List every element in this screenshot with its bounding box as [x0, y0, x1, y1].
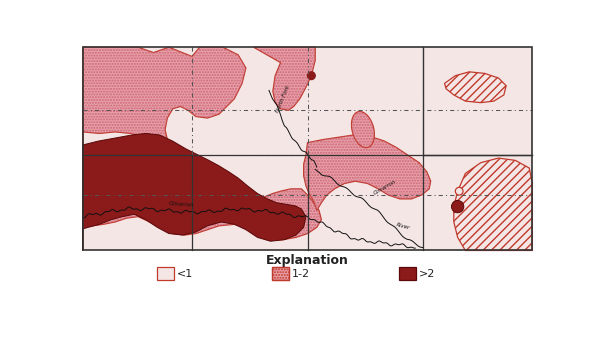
Circle shape: [308, 72, 315, 80]
Text: Cimarron: Cimarron: [373, 179, 398, 196]
Polygon shape: [445, 72, 506, 103]
Polygon shape: [254, 47, 315, 110]
Text: River: River: [396, 222, 411, 231]
Text: <1: <1: [176, 268, 193, 279]
Bar: [157, 267, 173, 280]
Ellipse shape: [352, 111, 374, 148]
Text: Cimarron: Cimarron: [169, 201, 194, 208]
Polygon shape: [83, 47, 532, 250]
Text: >2: >2: [419, 268, 436, 279]
Text: Explanation: Explanation: [266, 254, 349, 267]
Circle shape: [88, 149, 99, 160]
Polygon shape: [83, 133, 306, 250]
Text: 1-2: 1-2: [292, 268, 310, 279]
Circle shape: [455, 187, 463, 195]
Bar: [272, 267, 289, 280]
Polygon shape: [83, 47, 322, 250]
Bar: [272, 267, 289, 280]
Polygon shape: [304, 135, 431, 210]
Polygon shape: [454, 158, 532, 250]
Circle shape: [451, 200, 464, 213]
Bar: [399, 267, 416, 280]
Text: North Fork: North Fork: [275, 84, 290, 113]
